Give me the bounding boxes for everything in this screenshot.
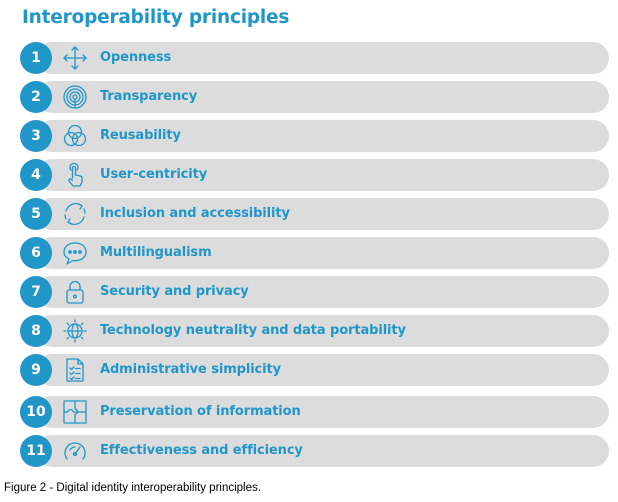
principle-label: Transparency [100, 89, 198, 104]
principle-label: Reusability [100, 128, 181, 143]
principle-number: 9 [20, 354, 52, 386]
principle-bar [36, 237, 609, 269]
principle-number: 6 [20, 237, 52, 269]
principle-row-multilingualism: 6 Multilingualism [20, 237, 609, 269]
checklist-icon [62, 357, 88, 383]
principle-row-reusability: 3 Reusability [20, 120, 609, 152]
pointing-hand-icon [62, 162, 88, 188]
principle-row-inclusion: 5 Inclusion and accessibility [20, 198, 609, 230]
principle-label: Multilingualism [100, 245, 212, 260]
principle-row-administrative-simplicity: 9 Administrative simplicity [20, 354, 609, 386]
figure-caption: Figure 2 - Digital identity interoperabi… [4, 482, 261, 494]
principle-number: 5 [20, 198, 52, 230]
principle-label: Effectiveness and efficiency [100, 443, 303, 458]
speech-bubble-icon [62, 240, 88, 266]
principle-row-preservation: 10 Preservation of information [20, 396, 609, 428]
principle-number: 1 [20, 42, 52, 74]
principle-bar [36, 42, 609, 74]
principle-label: Administrative simplicity [100, 362, 282, 377]
principle-bar [36, 354, 609, 386]
globe-gear-icon [62, 318, 88, 344]
principle-bar [36, 198, 609, 230]
principle-row-effectiveness: 11 Effectiveness and efficiency [20, 435, 609, 467]
principle-number: 2 [20, 81, 52, 113]
principle-label: Openness [100, 50, 172, 65]
page-title: Interoperability principles [22, 7, 290, 28]
principle-bar [36, 81, 609, 113]
principle-number: 8 [20, 315, 52, 347]
principle-number: 3 [20, 120, 52, 152]
principle-number: 4 [20, 159, 52, 191]
principle-number: 11 [20, 435, 52, 467]
principle-row-transparency: 2 Transparency [20, 81, 609, 113]
broadcast-icon [62, 84, 88, 110]
principle-label: Inclusion and accessibility [100, 206, 290, 221]
principle-bar [36, 315, 609, 347]
puzzle-icon [62, 399, 88, 425]
cycle-arrows-icon [62, 201, 88, 227]
principle-row-technology-neutrality: 8 Technology neutrality and data portabi… [20, 315, 609, 347]
principle-bar [36, 435, 609, 467]
move-arrows-icon [62, 45, 88, 71]
principle-row-openness: 1 Openness [20, 42, 609, 74]
principle-bar [36, 159, 609, 191]
principle-bar [36, 120, 609, 152]
principle-number: 10 [20, 396, 52, 428]
principle-row-security: 7 Security and privacy [20, 276, 609, 308]
principle-label: Preservation of information [100, 404, 301, 419]
principle-number: 7 [20, 276, 52, 308]
speedometer-icon [62, 438, 88, 464]
principle-bar [36, 276, 609, 308]
principle-label: Technology neutrality and data portabili… [100, 323, 406, 338]
principle-bar [36, 396, 609, 428]
padlock-icon [62, 279, 88, 305]
principle-row-user-centricity: 4 User-centricity [20, 159, 609, 191]
overlapping-circles-icon [62, 123, 88, 149]
principle-label: Security and privacy [100, 284, 249, 299]
principle-label: User-centricity [100, 167, 208, 182]
